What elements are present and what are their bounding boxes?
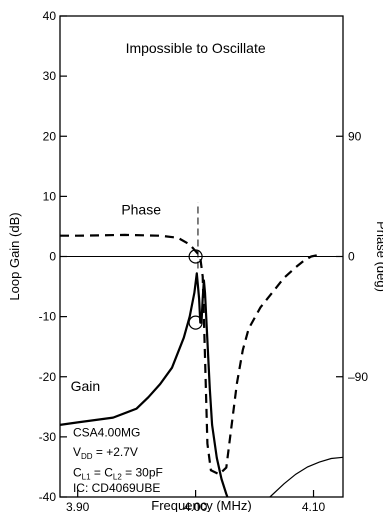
y-left-axis-label: Loop Gain (dB) [7, 212, 22, 300]
y-right-tick-label: 0 [348, 250, 355, 264]
info-line: VDD = +2.7V [73, 445, 138, 461]
y-left-tick-label: 20 [43, 129, 57, 143]
y-right-axis-label: Phase (deg) [374, 221, 383, 292]
y-left-tick-label: 40 [43, 9, 57, 23]
info-text: C [73, 465, 82, 479]
y-left-tick-label: -30 [39, 430, 57, 444]
annotation-phase-label: Phase [121, 201, 161, 217]
y-left-tick-label: 30 [43, 69, 57, 83]
info-line: CL1 = CL2 = 30pF [73, 465, 163, 481]
info-subscript: L1 [82, 472, 91, 481]
info-text: = 30pF [122, 465, 163, 479]
info-text: IC: CD4069UBE [73, 481, 160, 495]
info-text: = +2.7V [93, 445, 138, 459]
info-line: IC: CD4069UBE [73, 481, 160, 495]
x-tick-label: 3.90 [66, 500, 90, 512]
info-subscript: L2 [113, 472, 122, 481]
phase-curve [60, 233, 318, 476]
info-line: CSA4.00MG [73, 426, 140, 440]
y-right-tick-label: –90 [348, 370, 368, 384]
y-left-tick-label: -40 [39, 490, 57, 504]
x-tick-label: 4.00 [184, 500, 208, 512]
y-left-tick-label: 0 [49, 250, 56, 264]
zero-crossing-circle [188, 249, 203, 264]
annotation-gain-label: Gain [71, 378, 101, 394]
y-left-tick-label: -20 [39, 370, 57, 384]
info-subscript: DD [81, 452, 93, 461]
gain-curve [59, 272, 229, 498]
x-tick-label: 4.10 [302, 500, 326, 512]
info-text: CSA4.00MG [73, 426, 140, 440]
gain-curve-tail [269, 456, 344, 498]
y-left-tick-label: -10 [39, 310, 57, 324]
x-axis-label: Frequency (MHz) [151, 498, 251, 512]
y-right-tick-label: 90 [348, 129, 362, 143]
info-text: V [73, 445, 81, 459]
y-left-tick-label: 10 [43, 189, 57, 203]
info-text: = C [91, 465, 114, 479]
gain-margin-circle [188, 315, 203, 330]
annotation-impossible-to-oscillate: Impossible to Oscillate [126, 40, 266, 56]
